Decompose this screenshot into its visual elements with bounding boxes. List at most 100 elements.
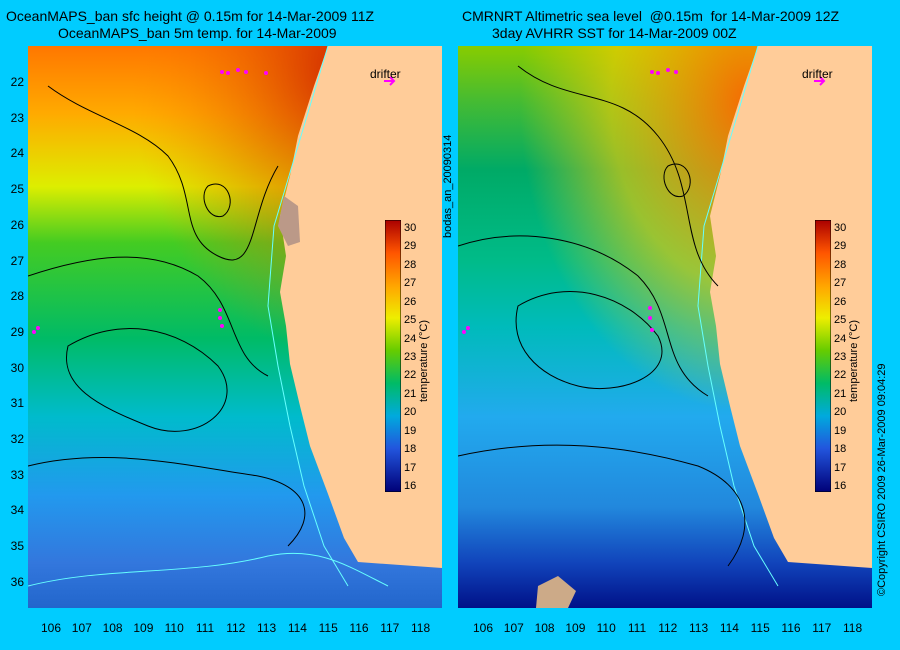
colorbar-tick: 20 — [834, 406, 847, 419]
colorbar-tick: 27 — [834, 277, 847, 290]
colorbar-tick: 17 — [404, 461, 417, 474]
colorbar-tick: 18 — [834, 443, 847, 456]
longitude-tick: 110 — [164, 621, 184, 635]
latitude-tick: 24 — [10, 146, 24, 161]
latitude-tick: 27 — [10, 253, 24, 268]
right-drifter-label: drifter — [802, 67, 833, 81]
longitude-tick: 117 — [380, 621, 400, 635]
longitude-tick: 109 — [565, 621, 586, 635]
bathymetry-line — [267, 46, 349, 587]
longitude-tick: 106 — [40, 621, 62, 635]
longitude-tick: 109 — [133, 621, 154, 635]
longitude-tick: 112 — [226, 621, 246, 635]
contour-line — [515, 291, 663, 390]
contour-line — [47, 85, 279, 261]
latitude-tick: 22 — [10, 75, 24, 89]
colorbar-tick: 26 — [834, 295, 847, 308]
left-title-line1: OceanMAPS_ban sfc height @ 0.15m for 14-… — [6, 8, 375, 24]
middle-side-label: bodas_an_20090314 — [442, 134, 454, 238]
contour-line — [663, 163, 691, 198]
colorbar-tick: 25 — [404, 314, 417, 327]
land-island — [536, 576, 576, 608]
longitude-tick: 116 — [349, 621, 369, 635]
land-peninsula — [278, 196, 300, 246]
contour-line — [28, 456, 306, 547]
contour-line — [28, 256, 269, 377]
colorbar-tick: 19 — [834, 424, 847, 437]
latitude-tick: 23 — [10, 110, 24, 125]
longitude-tick: 108 — [534, 621, 555, 635]
contour-line — [66, 328, 228, 432]
left-colorbar — [385, 220, 401, 492]
land-coast — [280, 46, 442, 568]
right-map — [458, 46, 872, 608]
longitude-tick: 115 — [750, 621, 770, 635]
longitude-tick: 106 — [472, 621, 494, 635]
longitude-tick: 113 — [257, 621, 277, 635]
drifter-legend-arrow — [814, 76, 826, 86]
latitude-tick: 30 — [10, 360, 24, 375]
colorbar-tick: 17 — [834, 461, 847, 474]
colorbar-tick: 16 — [404, 480, 417, 492]
longitude-tick: 115 — [318, 621, 338, 635]
longitude-tick: 117 — [812, 621, 832, 635]
colorbar-tick: 27 — [404, 277, 417, 290]
longitude-tick: 114 — [287, 621, 307, 635]
colorbar-tick: 16 — [834, 480, 847, 492]
longitude-tick: 110 — [596, 621, 616, 635]
left-drifter-label: drifter — [370, 67, 401, 81]
latitude-tick: 34 — [10, 503, 24, 518]
right-colorbar-label: temperature (°C) — [848, 319, 860, 402]
latitude-tick: 36 — [10, 574, 24, 589]
left-colorbar-label: temperature (°C) — [418, 319, 430, 402]
colorbar-tick: 29 — [834, 240, 847, 253]
drifter-legend-arrow — [384, 76, 396, 86]
colorbar-tick: 28 — [404, 258, 417, 271]
contour-line — [517, 65, 719, 287]
colorbar-tick: 19 — [404, 424, 417, 437]
colorbar-tick: 29 — [404, 240, 417, 253]
land-coast — [710, 46, 872, 568]
latitude-tick: 31 — [10, 396, 24, 411]
colorbar-tick: 21 — [404, 387, 417, 400]
bathymetry-line — [697, 46, 779, 587]
contour-line — [458, 444, 746, 567]
colorbar-tick: 21 — [834, 387, 847, 400]
longitude-tick: 114 — [719, 621, 739, 635]
left-map — [28, 46, 442, 608]
longitude-tick: 107 — [71, 621, 92, 635]
colorbar-tick: 20 — [404, 406, 417, 419]
right-title-line1: CMRNRT Altimetric sea level @0.15m for 1… — [462, 8, 840, 24]
colorbar-tick: 28 — [834, 258, 847, 271]
bathymetry-line — [28, 552, 389, 587]
longitude-tick: 108 — [102, 621, 123, 635]
colorbar-tick: 30 — [404, 222, 417, 234]
longitude-tick: 118 — [411, 621, 431, 635]
latitude-tick: 32 — [10, 432, 24, 446]
right-title-line2: 3day AVHRR SST for 14-Mar-2009 00Z — [492, 25, 737, 41]
colorbar-tick: 26 — [404, 295, 417, 308]
drifter-tracks — [32, 68, 268, 334]
drifter-tracks — [462, 68, 678, 334]
latitude-tick: 35 — [10, 539, 24, 554]
right-colorbar — [815, 220, 831, 492]
colorbar-tick: 22 — [404, 369, 417, 382]
longitude-tick: 112 — [658, 621, 678, 635]
longitude-tick: 113 — [689, 621, 709, 635]
longitude-tick: 116 — [781, 621, 801, 635]
copyright-label: ©Copyright CSIRO 2009 26-Mar-2009 09:04:… — [876, 363, 888, 596]
colorbar-tick: 23 — [404, 351, 417, 363]
colorbar-tick: 25 — [834, 314, 847, 327]
latitude-tick: 26 — [10, 217, 24, 232]
longitude-tick: 111 — [627, 621, 647, 635]
latitude-tick: 28 — [10, 289, 24, 304]
colorbar-tick: 18 — [404, 443, 417, 456]
contour-line — [458, 235, 709, 397]
latitude-tick: 29 — [10, 324, 24, 339]
longitude-tick: 111 — [195, 621, 215, 635]
longitude-tick: 107 — [503, 621, 524, 635]
latitude-tick: 33 — [10, 467, 24, 482]
colorbar-tick: 30 — [834, 222, 847, 234]
contour-line — [203, 183, 231, 218]
colorbar-tick: 22 — [834, 369, 847, 382]
